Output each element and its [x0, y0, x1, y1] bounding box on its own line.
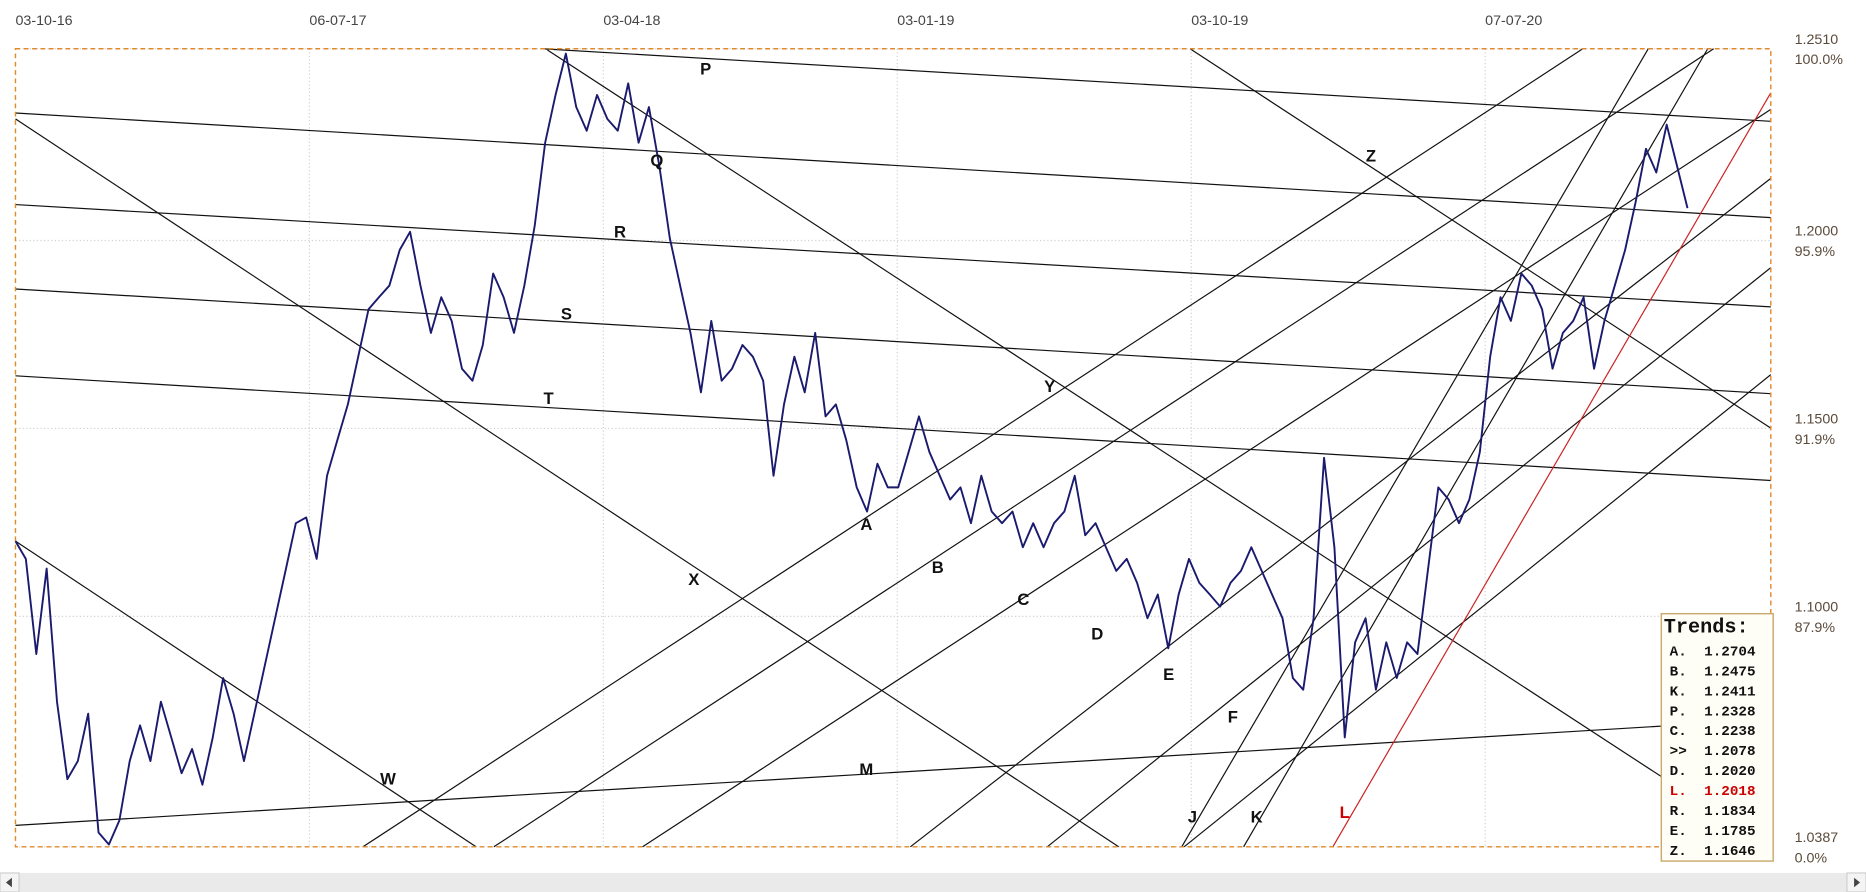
trend-line [1046, 267, 1772, 848]
y-tick-label: 1.1000 [1795, 600, 1839, 616]
trend-key: K. [1670, 684, 1687, 700]
annotation: E [1163, 665, 1174, 684]
annotation: M [859, 760, 873, 779]
annotation: Y [1044, 377, 1055, 396]
trend-value: 1.2475 [1704, 664, 1755, 680]
y-tick-label: 1.2000 [1795, 224, 1839, 240]
trend-value: 1.1646 [1704, 844, 1755, 860]
trend-key: B. [1670, 664, 1687, 680]
scrollbar [0, 872, 1866, 892]
annotation: L [1340, 803, 1350, 822]
percent-label: 91.9% [1795, 432, 1836, 448]
trend-line [493, 48, 1714, 848]
arrow [5, 877, 12, 888]
y-tick-label: 1.2510 [1795, 32, 1839, 48]
x-tick-label: 06-07-17 [309, 13, 366, 29]
trend-key: C. [1670, 724, 1687, 740]
trends-frame [1660, 612, 1774, 862]
trend-value: 1.2411 [1704, 684, 1755, 700]
trend-line [15, 540, 477, 848]
trend-line [15, 118, 1119, 848]
annotation: Z [1366, 146, 1376, 165]
trend-line [642, 108, 1772, 848]
price-line [14, 52, 1689, 846]
trend-key: L. [1670, 784, 1687, 800]
trend-line [910, 177, 1772, 848]
plot-border [14, 48, 1772, 848]
percent-label: 0.0% [1795, 850, 1828, 866]
annotation: S [561, 305, 572, 324]
trend-line [1189, 48, 1772, 429]
y-tick-label: 1.0387 [1795, 830, 1839, 846]
trend-value: 1.2328 [1704, 704, 1755, 720]
trend-line [15, 288, 1771, 395]
percent-label: 87.9% [1795, 620, 1836, 636]
trend-value: 1.1785 [1704, 824, 1755, 840]
trend-value: 1.2078 [1704, 744, 1755, 760]
trend-line [1181, 48, 1649, 848]
y-tick-label: 1.1500 [1795, 412, 1839, 428]
arrow [1854, 877, 1861, 888]
x-tick-label: 03-10-16 [15, 13, 72, 29]
trend-line [362, 48, 1584, 848]
annotation: Q [650, 151, 663, 170]
trend-key: Z. [1670, 844, 1687, 860]
trend-key: >> [1670, 744, 1687, 760]
percent-label: 95.9% [1795, 244, 1836, 260]
trend-key: R. [1670, 804, 1687, 820]
annotation: T [544, 389, 554, 408]
trend-value: 1.2018 [1704, 784, 1755, 800]
annotation: J [1188, 808, 1197, 827]
trend-line [1332, 92, 1772, 848]
trend-key: A. [1670, 644, 1687, 660]
trend-key: D. [1670, 764, 1687, 780]
trend-key: E. [1670, 824, 1687, 840]
annotation: C [1017, 590, 1029, 609]
annotation: R [614, 223, 626, 242]
trend-value: 1.1834 [1704, 804, 1756, 820]
trend-value: 1.2020 [1704, 764, 1755, 780]
trend-value: 1.2704 [1704, 644, 1756, 660]
annotation: D [1091, 624, 1103, 643]
annotation: W [380, 770, 396, 789]
trend-key: P. [1670, 704, 1687, 720]
x-tick-label: 03-04-18 [603, 13, 660, 29]
annotation: F [1228, 708, 1238, 727]
trend-line [1243, 48, 1709, 848]
trend-line [547, 49, 1772, 849]
price [14, 52, 1689, 846]
x-tick-label: 07-07-20 [1485, 13, 1542, 29]
trend-line [15, 718, 1771, 826]
x-tick-label: 03-01-19 [897, 13, 954, 29]
annotation: K [1251, 808, 1263, 827]
trend-line [541, 48, 1771, 122]
trend-value: 1.2238 [1704, 724, 1755, 740]
trend-line [1183, 374, 1772, 848]
grid [15, 48, 1771, 848]
annotation: P [700, 60, 711, 79]
annotation: X [688, 570, 699, 589]
trends-box: Trends: A. 1.2704 B. 1.2475 K. 1.2411 P. 1.2328… [1660, 612, 1774, 862]
trends-title: Trends: [1664, 617, 1749, 640]
annotations: P Q R S T A B C D E F J K L M W X Y Z [380, 60, 1376, 827]
scrollbar-track[interactable] [0, 872, 1866, 892]
annotation: A [860, 515, 872, 534]
x-tick-label: 03-10-19 [1191, 13, 1248, 29]
annotation: B [932, 558, 944, 577]
trend-lines [15, 48, 1772, 849]
trend-line [15, 203, 1771, 308]
percent-label: 100.0% [1795, 52, 1844, 68]
trend-line [15, 112, 1771, 219]
